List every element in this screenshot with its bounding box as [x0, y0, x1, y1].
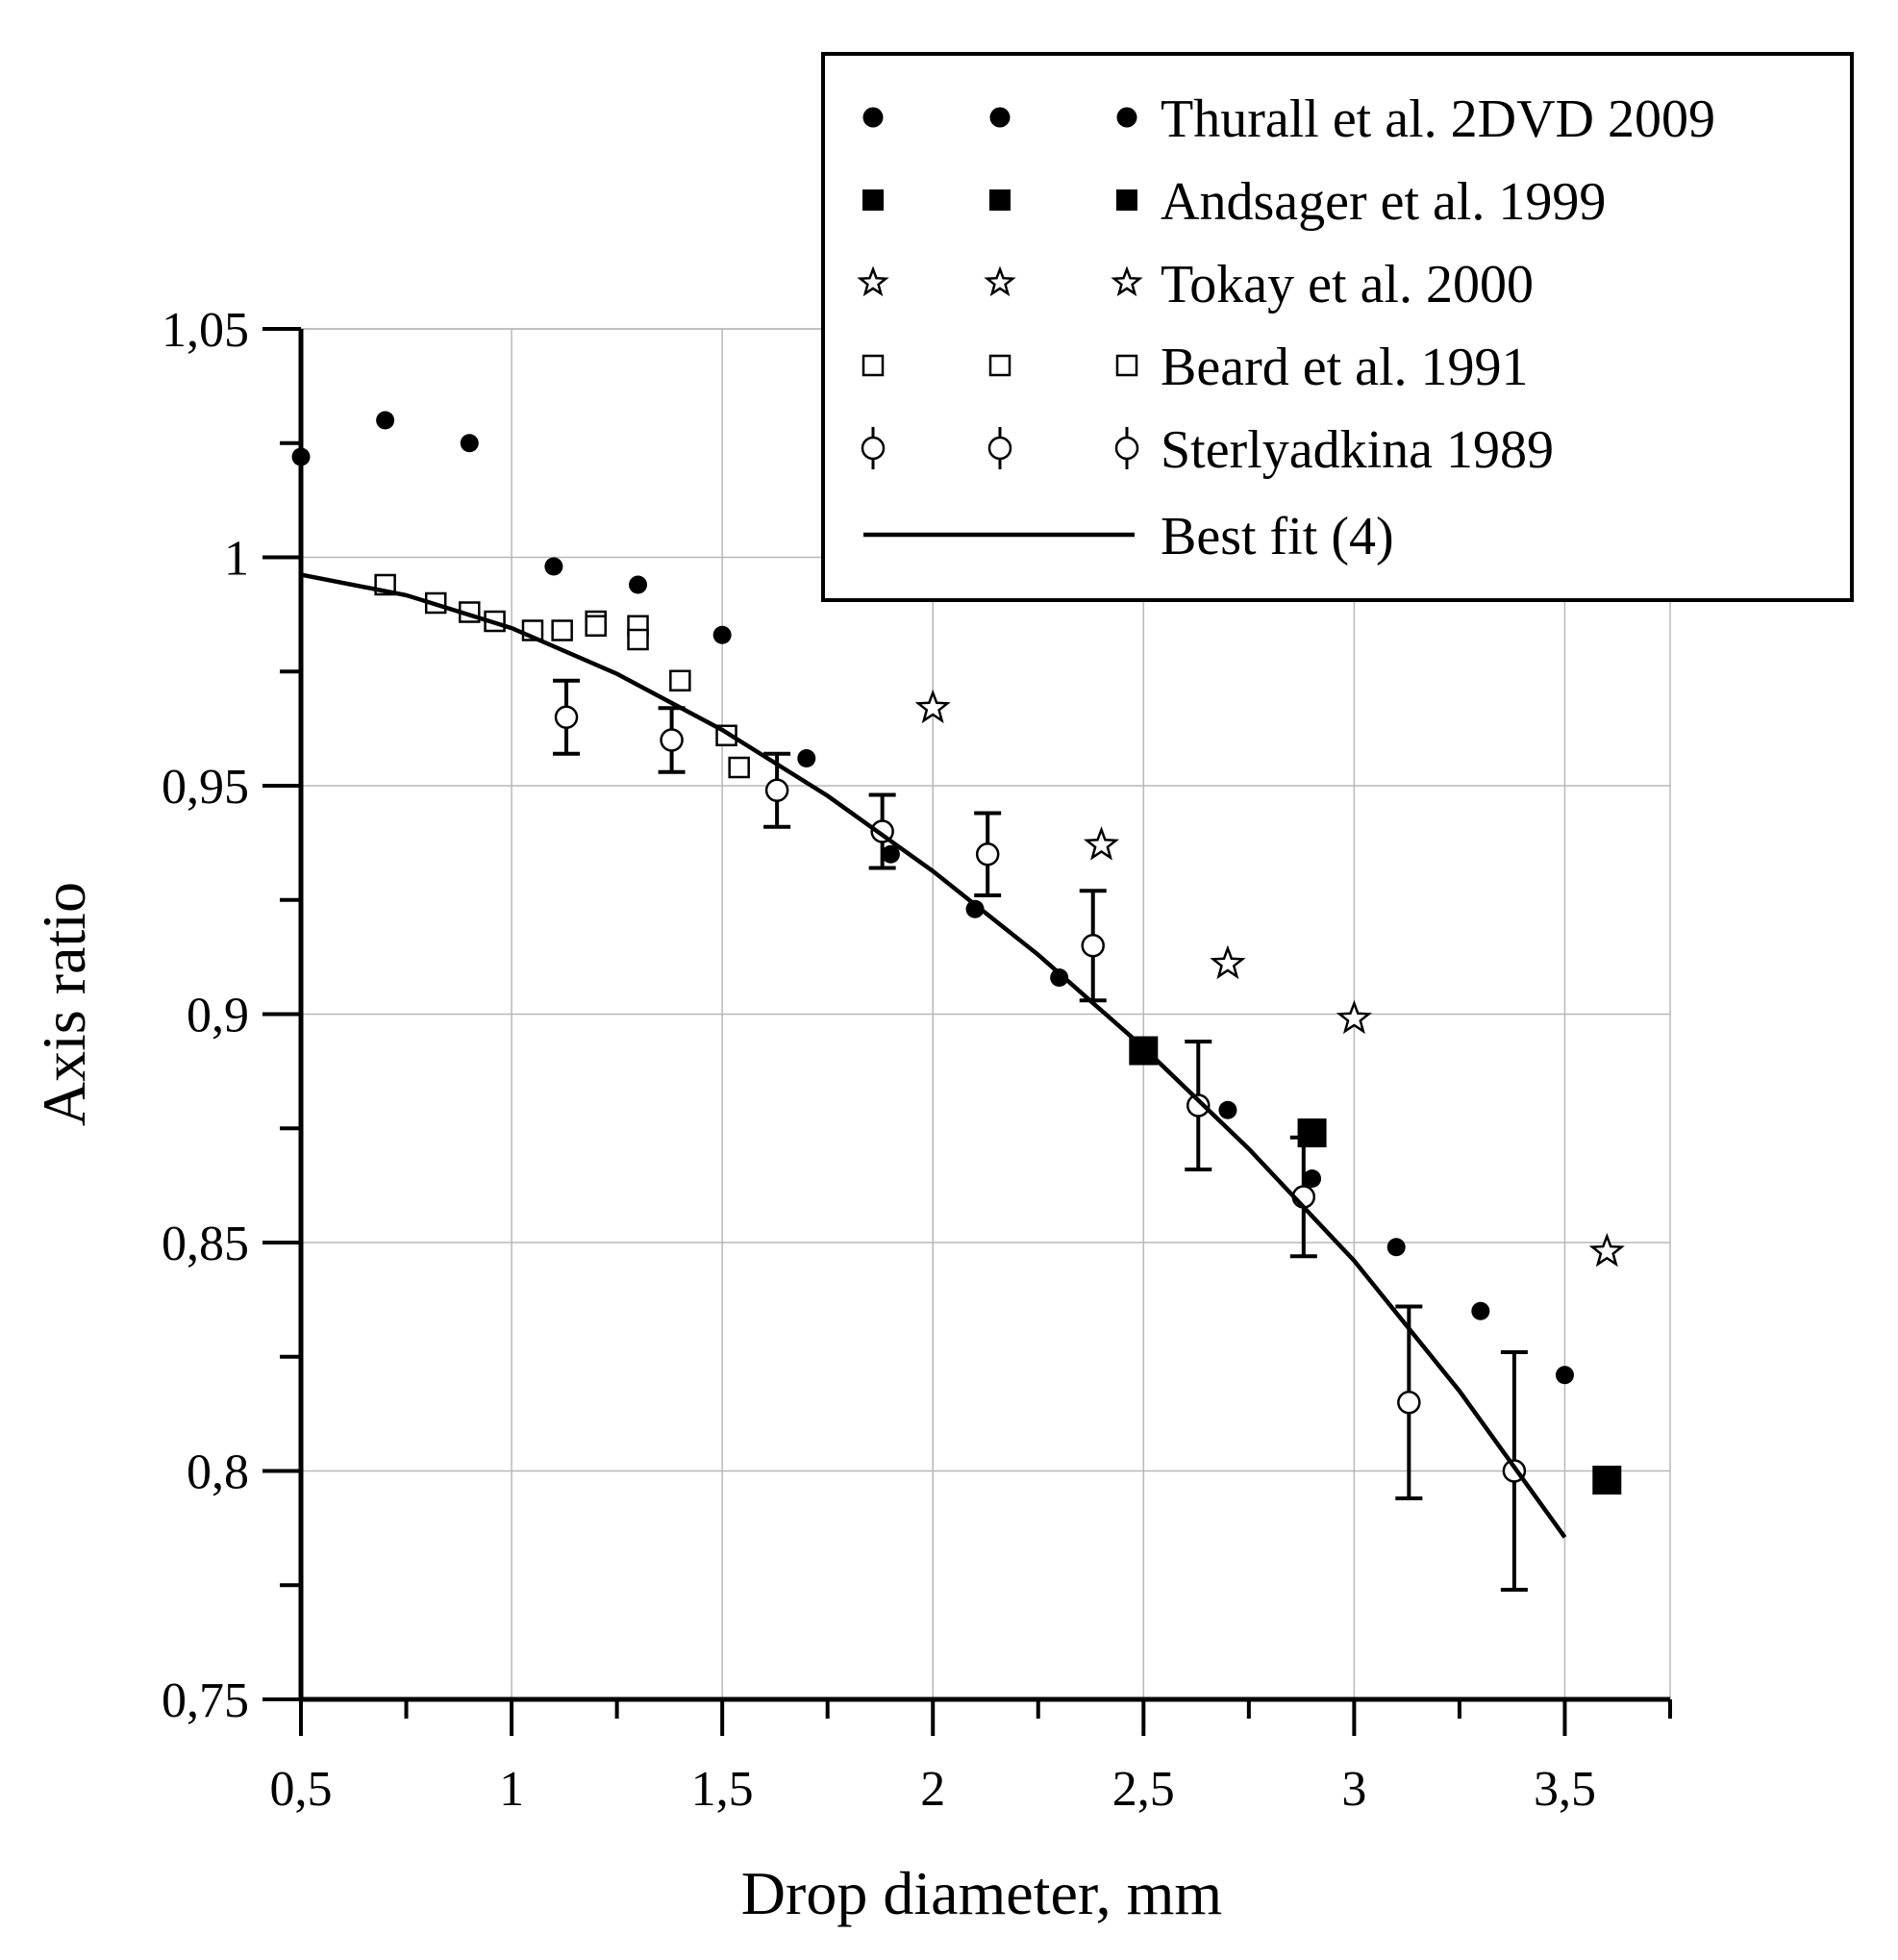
data-point-filled-circle: [881, 844, 900, 864]
legend-marker: [1111, 265, 1143, 297]
data-point-open-star: [1083, 826, 1120, 861]
data-point-filled-circle: [1050, 968, 1069, 987]
data-point-open-square: [551, 619, 573, 641]
series-filled-square: [1129, 1036, 1622, 1495]
data-point-filled-circle: [1386, 1238, 1406, 1257]
legend-marker: [862, 354, 885, 377]
data-point-open-star: [1588, 1232, 1625, 1268]
data-point-open-circle: [554, 705, 579, 729]
data-point-open-circle: [1081, 934, 1105, 958]
legend-marker: [862, 107, 884, 128]
legend-marker: [984, 265, 1016, 297]
series-open-square: [374, 573, 750, 779]
data-point-open-square: [585, 615, 607, 637]
y-tick-label: 0,75: [162, 1673, 249, 1728]
legend-label: Andsager et al. 1999: [1161, 172, 1606, 232]
series-filled-circle: [291, 411, 1574, 1385]
series-line: [300, 572, 1567, 1539]
x-axis-title: Drop diameter, mm: [741, 1859, 1222, 1927]
data-point-filled-circle: [1555, 1366, 1574, 1385]
y-tick-label: 0,95: [162, 760, 249, 815]
legend-marker: [1116, 189, 1137, 211]
data-point-filled-circle: [1303, 1169, 1322, 1188]
legend-marker: [1115, 354, 1138, 377]
x-tick-label: 2: [920, 1762, 945, 1817]
y-tick-label: 0,8: [187, 1445, 249, 1500]
data-point-open-star: [914, 689, 951, 724]
legend-label: Sterlyadkina 1989: [1161, 420, 1554, 480]
legend-label: Thurall et al. 2DVD 2009: [1161, 89, 1715, 149]
data-point-filled-circle: [1471, 1301, 1490, 1320]
y-tick-label: 1,05: [162, 303, 249, 358]
legend-marker: [857, 265, 889, 297]
data-point-open-circle: [660, 728, 684, 752]
tick-labels: 0,75 0,8 0,85 0,9 0,95 1 1,05 0,5 1 1,5 2 2,5 3 3,5: [162, 303, 1596, 1817]
best-fit-line: [300, 572, 1567, 1539]
data-point-open-circle: [1397, 1391, 1421, 1415]
x-tick-label: 2,5: [1112, 1762, 1175, 1817]
data-point-open-circle: [1114, 436, 1139, 461]
legend-label: Best fit (4): [1161, 507, 1394, 566]
series-open-circle-errorbar: [553, 678, 1528, 1592]
data-point-filled-circle: [629, 575, 648, 594]
data-point-filled-circle: [544, 557, 563, 576]
data-point-filled-square: [1129, 1036, 1159, 1066]
legend-marker: [989, 189, 1011, 211]
ticks: [262, 327, 1672, 1736]
data-point-filled-circle: [965, 899, 985, 918]
x-tick-label: 1: [499, 1762, 524, 1817]
x-tick-label: 1,5: [691, 1762, 754, 1817]
data-point-filled-circle: [376, 411, 395, 430]
data-point-open-circle: [861, 436, 886, 461]
series-layer: [291, 411, 1625, 1592]
data-point-filled-square: [1297, 1118, 1327, 1147]
legend-label: Beard et al. 1991: [1161, 338, 1529, 397]
data-point-open-circle: [975, 842, 1000, 867]
data-point-filled-square: [1592, 1466, 1622, 1495]
y-tick-label: 1: [224, 532, 249, 587]
data-point-open-square: [728, 756, 750, 779]
legend-marker: [862, 189, 884, 211]
series-open-star: [914, 689, 1625, 1268]
data-point-open-circle: [987, 436, 1012, 461]
legend: Thurall et al. 2DVD 2009 Andsager et al. …: [821, 52, 1854, 602]
legend-marker: [989, 107, 1011, 128]
x-tick-label: 3: [1341, 1762, 1366, 1817]
legend-marker: [1116, 107, 1137, 128]
data-point-filled-circle: [291, 447, 311, 466]
data-point-open-circle: [764, 778, 789, 802]
data-point-filled-circle: [712, 625, 732, 644]
data-point-open-star: [1210, 944, 1246, 980]
x-tick-label: 3,5: [1534, 1762, 1596, 1817]
y-tick-label: 0,85: [162, 1217, 249, 1271]
data-point-filled-circle: [797, 749, 816, 767]
data-point-open-square: [627, 628, 649, 651]
legend-label: Tokay et al. 2000: [1161, 255, 1534, 314]
legend-box: [821, 52, 1854, 602]
data-point-open-star: [1336, 999, 1372, 1035]
legend-marker: [988, 354, 1011, 377]
y-tick-label: 0,9: [187, 989, 249, 1043]
data-point-filled-circle: [460, 434, 479, 453]
data-point-open-square: [669, 669, 691, 691]
x-tick-label: 0,5: [270, 1762, 333, 1817]
data-point-filled-circle: [1218, 1100, 1237, 1119]
data-point-open-circle: [1186, 1093, 1211, 1118]
y-axis-title: Axis ratio: [30, 882, 98, 1126]
